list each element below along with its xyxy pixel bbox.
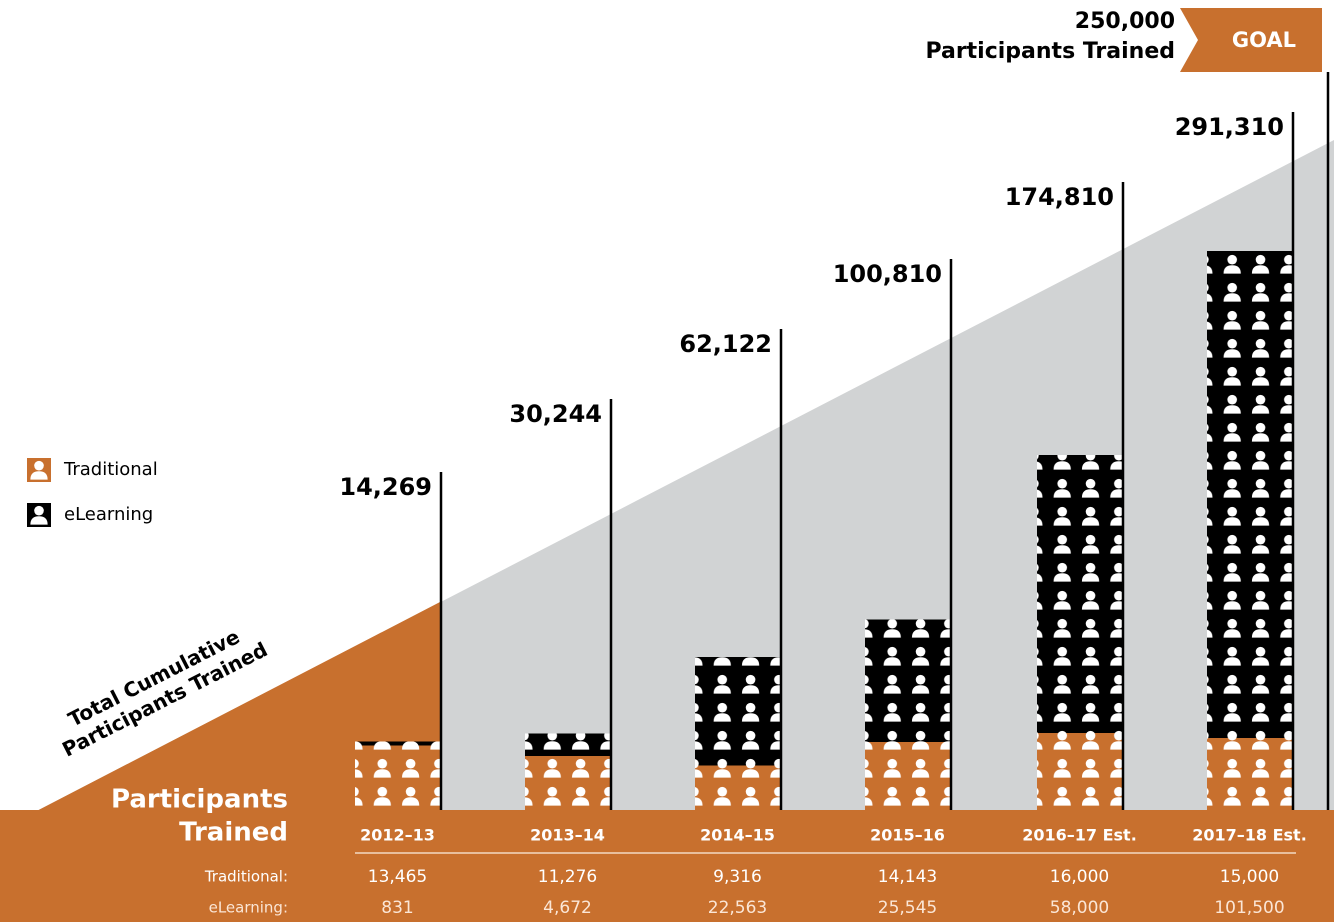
bar-segment xyxy=(355,741,440,746)
goal-badge-text: GOAL xyxy=(1232,28,1296,52)
total-label: 100,810 xyxy=(833,260,942,288)
table-value: 9,316 xyxy=(713,867,762,887)
table-value: 13,465 xyxy=(368,867,427,887)
row-label: Traditional: xyxy=(204,868,288,886)
legend-label: Traditional xyxy=(63,459,158,480)
total-label: 174,810 xyxy=(1005,183,1114,211)
bar-segment xyxy=(695,765,780,810)
icon-body xyxy=(30,471,48,480)
goal-badge xyxy=(1180,8,1322,72)
table-value: 16,000 xyxy=(1050,867,1109,887)
table-band xyxy=(0,810,1334,922)
bar-segment xyxy=(525,755,610,810)
total-label: 291,310 xyxy=(1175,113,1284,141)
bar-segment xyxy=(1207,250,1292,739)
table-value: 11,276 xyxy=(538,867,597,887)
goal-value: 250,000 xyxy=(1075,9,1175,34)
table-value: 14,143 xyxy=(878,867,937,887)
x-tick-label: 2014–15 xyxy=(700,826,775,845)
x-tick-label: 2016–17 Est. xyxy=(1022,826,1137,845)
total-label: 62,122 xyxy=(679,330,772,358)
cumulative-wedge-start xyxy=(0,602,440,830)
table-title: Trained xyxy=(179,818,288,848)
table-value: 15,000 xyxy=(1220,867,1279,887)
table-value: 58,000 xyxy=(1050,898,1109,918)
legend-label: eLearning xyxy=(64,504,153,525)
table-value: 101,500 xyxy=(1214,898,1284,918)
icon-head xyxy=(34,460,44,471)
table-value: 22,563 xyxy=(708,898,767,918)
table-value: 4,672 xyxy=(543,898,592,918)
bar-segment xyxy=(355,745,440,810)
legend-item: eLearning xyxy=(27,503,153,527)
table-title: Participants xyxy=(111,785,288,815)
x-tick-label: 2015–16 xyxy=(870,826,945,845)
total-label: 14,269 xyxy=(339,473,432,501)
bar-segment xyxy=(525,733,610,756)
row-label: eLearning: xyxy=(209,899,288,917)
bar-segment xyxy=(865,742,950,810)
bar-segment xyxy=(1037,454,1122,734)
icon-body xyxy=(30,516,48,525)
x-tick-label: 2017–18 Est. xyxy=(1192,826,1307,845)
goal-label: Participants Trained xyxy=(925,39,1175,64)
table-value: 831 xyxy=(381,898,413,918)
table-value: 25,545 xyxy=(878,898,937,918)
bar-segment xyxy=(695,656,780,766)
bar-segment xyxy=(1037,733,1122,810)
bar-segment xyxy=(1207,738,1292,810)
x-tick-label: 2013–14 xyxy=(530,826,605,845)
legend-item: Traditional xyxy=(27,458,158,482)
x-tick-label: 2012–13 xyxy=(360,826,435,845)
bar-segment xyxy=(865,619,950,743)
icon-head xyxy=(34,505,44,516)
total-label: 30,244 xyxy=(509,400,602,428)
